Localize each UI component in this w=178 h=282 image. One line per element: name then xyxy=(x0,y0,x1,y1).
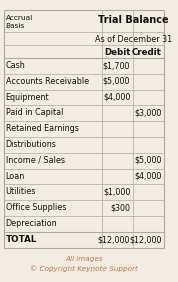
Text: $12,000: $12,000 xyxy=(129,235,161,244)
Text: Office Supplies: Office Supplies xyxy=(6,203,66,212)
Text: $4,000: $4,000 xyxy=(134,172,161,180)
Text: Trial Balance: Trial Balance xyxy=(98,15,169,25)
Text: Debit: Debit xyxy=(104,48,130,57)
Text: © Copyright Keynote Support: © Copyright Keynote Support xyxy=(30,266,138,272)
Text: $1,700: $1,700 xyxy=(103,61,130,70)
Text: $300: $300 xyxy=(110,203,130,212)
Text: Distributions: Distributions xyxy=(6,140,57,149)
Text: TOTAL: TOTAL xyxy=(6,235,37,244)
Text: $1,000: $1,000 xyxy=(103,188,130,196)
Text: Equipment: Equipment xyxy=(6,92,49,102)
Text: Utilities: Utilities xyxy=(6,188,36,196)
Text: Income / Sales: Income / Sales xyxy=(6,156,65,165)
Text: $5,000: $5,000 xyxy=(134,156,161,165)
Text: Credit: Credit xyxy=(132,48,161,57)
Text: Accrual: Accrual xyxy=(6,15,33,21)
Text: As of December 31: As of December 31 xyxy=(95,35,172,44)
Text: Cash: Cash xyxy=(6,61,25,70)
Text: Loan: Loan xyxy=(6,172,25,180)
Bar xyxy=(4,10,164,248)
Text: Depreciation: Depreciation xyxy=(6,219,57,228)
Text: Basis: Basis xyxy=(6,23,25,29)
Text: All images: All images xyxy=(65,255,103,262)
Text: $3,000: $3,000 xyxy=(134,108,161,117)
Text: Retained Earnings: Retained Earnings xyxy=(6,124,78,133)
Text: $4,000: $4,000 xyxy=(103,92,130,102)
Text: Accounts Receivable: Accounts Receivable xyxy=(6,77,89,86)
Text: $5,000: $5,000 xyxy=(103,77,130,86)
Text: Paid in Capital: Paid in Capital xyxy=(6,108,63,117)
Text: $12,000: $12,000 xyxy=(98,235,130,244)
